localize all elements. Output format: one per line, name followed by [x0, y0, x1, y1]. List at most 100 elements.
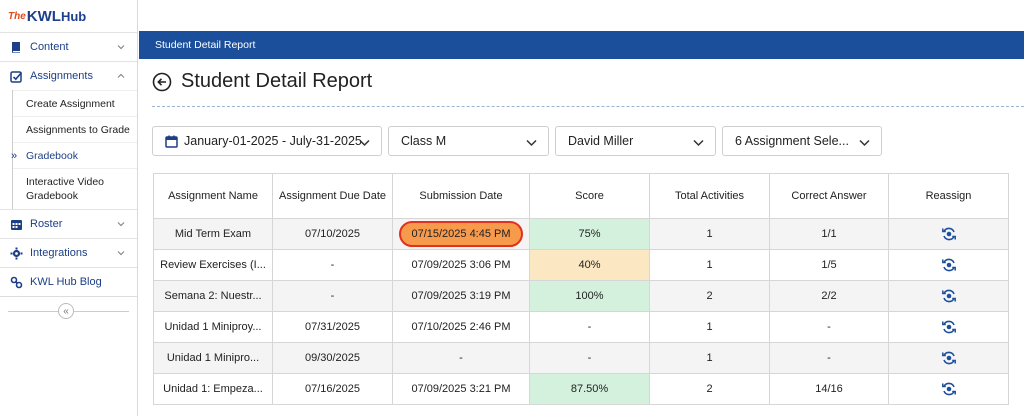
date-range-value: January-01-2025 - July-31-2025 [184, 134, 362, 148]
back-arrow-icon[interactable] [152, 72, 172, 92]
submission-date-cell: 07/09/2025 3:06 PM [392, 249, 530, 281]
sidebar-subitem-gradebook[interactable]: » Gradebook [11, 142, 137, 168]
sidebar-item-label: KWL Hub Blog [30, 276, 102, 288]
reassign-icon[interactable] [941, 226, 957, 242]
total-activities-cell: 1 [649, 249, 770, 281]
sidebar-item-label: Integrations [30, 247, 88, 259]
table-row: Review Exercises (I... - 07/09/2025 3:06… [153, 249, 1009, 281]
sidebar-item-integrations[interactable]: Integrations [0, 238, 137, 267]
due-date-cell: 09/30/2025 [272, 342, 393, 374]
correct-answer-cell: - [769, 311, 889, 343]
submission-date-cell: - [392, 342, 530, 374]
submenu-label: Gradebook [26, 149, 78, 162]
book-icon [9, 40, 23, 54]
assignment-name-link[interactable]: Semana 2: Nuestr... [153, 280, 273, 312]
collapse-sidebar-button[interactable]: « [58, 303, 74, 319]
column-header: Score [529, 173, 650, 219]
class-dropdown[interactable]: Class M [388, 126, 549, 156]
chevron-down-icon [526, 139, 537, 147]
student-dropdown[interactable]: David Miller [555, 126, 716, 156]
chevron-down-icon [117, 251, 125, 256]
due-date-cell: 07/10/2025 [272, 218, 393, 250]
student-value: David Miller [568, 134, 634, 148]
calendar-grid-icon [9, 217, 23, 231]
correct-answer-cell: 2/2 [769, 280, 889, 312]
assignment-name-link[interactable]: Unidad 1 Miniproy... [153, 311, 273, 343]
assignments-dropdown[interactable]: 6 Assignment Sele... [722, 126, 882, 156]
due-date-cell: 07/16/2025 [272, 373, 393, 405]
reassign-icon[interactable] [941, 350, 957, 366]
highlighted-submission-date: 07/15/2025 4:45 PM [399, 221, 523, 247]
sidebar-item-label: Assignments [30, 70, 93, 82]
student-report-table: Assignment Name Assignment Due Date Subm… [153, 173, 1009, 405]
sidebar-subitem-assignments-to-grade[interactable]: Assignments to Grade [13, 116, 137, 142]
title-divider [152, 106, 1024, 107]
calendar-icon [165, 135, 178, 148]
chevron-down-icon [359, 139, 370, 147]
sidebar-item-content[interactable]: Content [0, 32, 137, 61]
score-cell: - [529, 311, 650, 343]
reassign-cell [888, 249, 1009, 281]
logo-hub: Hub [60, 8, 87, 24]
header-band-title: Student Detail Report [155, 39, 256, 51]
table-header-row: Assignment Name Assignment Due Date Subm… [153, 173, 1009, 219]
checkbox-icon [9, 69, 23, 83]
column-header: Reassign [888, 173, 1009, 219]
reassign-icon[interactable] [941, 319, 957, 335]
chevron-down-icon [859, 139, 870, 147]
date-range-dropdown[interactable]: January-01-2025 - July-31-2025 [152, 126, 382, 156]
assignment-name-text: Unidad 1 Miniprо... [153, 342, 273, 374]
reassign-icon[interactable] [941, 288, 957, 304]
sidebar-subitem-create-assignment[interactable]: Create Assignment [13, 90, 137, 116]
chevron-up-icon [117, 73, 125, 78]
sidebar-item-blog[interactable]: KWL Hub Blog [0, 267, 137, 296]
reassign-cell [888, 373, 1009, 405]
page-title-row: Student Detail Report [152, 70, 372, 93]
submission-date-cell: 07/09/2025 3:19 PM [392, 280, 530, 312]
column-header: Total Activities [649, 173, 770, 219]
correct-answer-cell: 1/5 [769, 249, 889, 281]
chevron-down-icon [117, 222, 125, 227]
table-row: Unidad 1 Miniproy... 07/31/2025 07/10/20… [153, 311, 1009, 343]
sidebar: The KWL Hub Content Assignments Create A… [0, 0, 138, 416]
chevron-down-icon [693, 139, 704, 147]
reassign-cell [888, 342, 1009, 374]
submenu-label: Assignments to Grade [26, 123, 130, 136]
correct-answer-cell: - [769, 342, 889, 374]
sidebar-item-assignments[interactable]: Assignments [0, 61, 137, 90]
sidebar-collapse-row: « [0, 296, 137, 324]
due-date-cell: - [272, 249, 393, 281]
link-icon [9, 275, 23, 289]
assignment-name-link[interactable]: Unidad 1: Empeza... [153, 373, 273, 405]
sidebar-item-roster[interactable]: Roster [0, 209, 137, 238]
table-row: Mid Term Exam 07/10/2025 07/15/2025 4:45… [153, 218, 1009, 250]
column-header: Assignment Due Date [272, 173, 393, 219]
kwl-hub-logo[interactable]: The KWL Hub [0, 0, 137, 32]
double-chevron-left-icon: « [63, 305, 69, 317]
submenu-label: Interactive Video Gradebook [26, 176, 105, 202]
sidebar-item-label: Roster [30, 218, 63, 230]
score-cell: 75% [529, 218, 650, 250]
column-header: Submission Date [392, 173, 530, 219]
reassign-icon[interactable] [941, 257, 957, 273]
report-header-band: Student Detail Report [139, 31, 1024, 59]
score-cell: 100% [529, 280, 650, 312]
total-activities-cell: 1 [649, 311, 770, 343]
total-activities-cell: 1 [649, 218, 770, 250]
correct-answer-cell: 1/1 [769, 218, 889, 250]
total-activities-cell: 2 [649, 280, 770, 312]
reassign-cell [888, 311, 1009, 343]
logo-kwl: KWL [26, 7, 61, 25]
score-cell: - [529, 342, 650, 374]
submission-date-cell: 07/15/2025 4:45 PM [392, 218, 530, 250]
submission-date-cell: 07/09/2025 3:21 PM [392, 373, 530, 405]
assignment-name-link[interactable]: Mid Term Exam [153, 218, 273, 250]
sidebar-subitem-interactive-video-gradebook[interactable]: Interactive Video Gradebook [13, 168, 137, 209]
table-row: Unidad 1 Miniprо... 09/30/2025 - - 1 - [153, 342, 1009, 374]
submission-date-cell: 07/10/2025 2:46 PM [392, 311, 530, 343]
page-title: Student Detail Report [181, 70, 373, 92]
assignments-value: 6 Assignment Sele... [735, 134, 849, 148]
reassign-icon[interactable] [941, 381, 957, 397]
assignment-name-link[interactable]: Review Exercises (I... [153, 249, 273, 281]
correct-answer-cell: 14/16 [769, 373, 889, 405]
